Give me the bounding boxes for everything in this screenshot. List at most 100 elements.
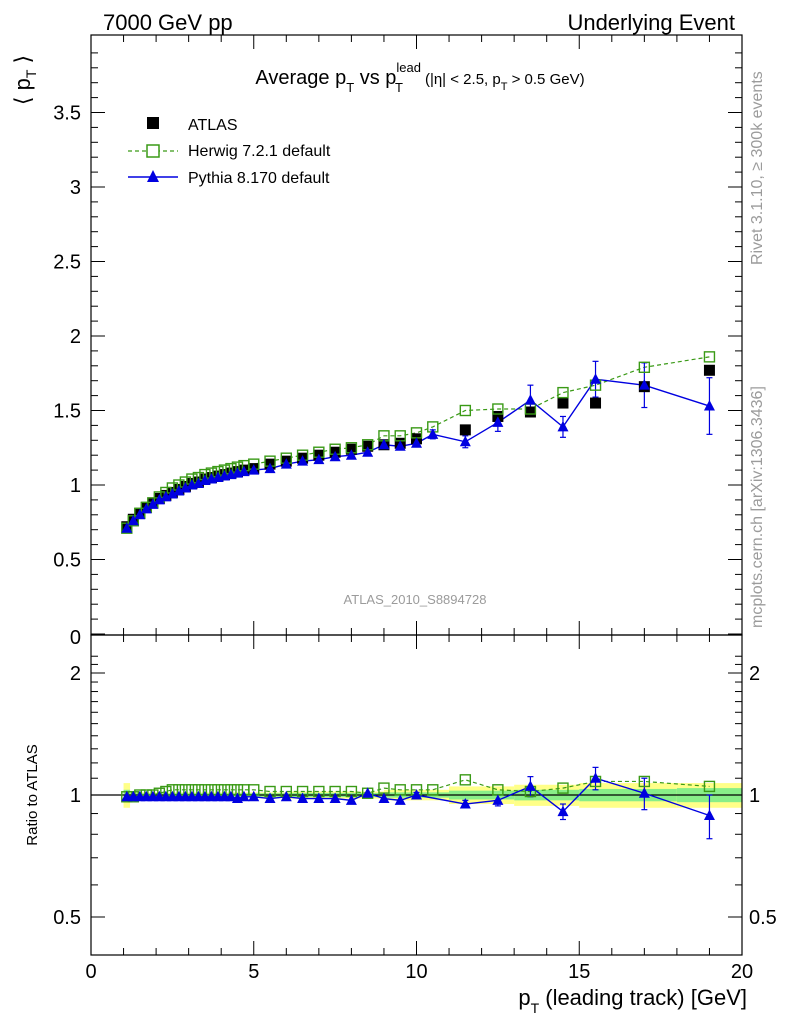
pythia-point [173,484,185,496]
pythia-point [411,437,422,448]
pythia-ratio-point [590,772,602,783]
main-y-tick-label: 1.5 [53,401,81,423]
rivet-label: Rivet 3.1.10, ≥ 300k events [749,71,766,265]
herwig-point [557,386,569,399]
herwig-point [703,351,716,363]
pythia-ratio-point [280,790,292,802]
pythia-point [192,477,204,489]
main-y-tick-label: 3 [70,177,81,199]
pythia-ratio-point [345,794,357,805]
x-tick-label: 20 [731,961,753,983]
pythia-point [127,514,139,526]
pythia-point [329,450,341,462]
x-tick-label: 15 [568,961,590,983]
herwig-point [638,361,651,373]
legend-atlas-label: ATLAS [188,117,238,134]
pythia-ratio-point [264,792,276,804]
pythia-point [166,487,178,499]
herwig-ratio-point [703,780,716,793]
pythia-point [313,453,325,465]
pythia-ratio-point [362,787,374,798]
pythia-point [345,449,357,460]
pythia-ratio-point [703,809,715,821]
ratio-y-tick-label: 1 [70,785,81,807]
pythia-point [147,498,159,509]
pythia-ratio-point [411,789,422,800]
pythia-point [121,522,133,533]
plot-title: Average pT vs plead T (|η| < 2.5, pT > 0.5… [255,60,584,95]
ratio-y-tick-label-right: 2 [749,663,760,685]
pythia-point [153,493,165,505]
pythia-ratio-point [492,794,504,805]
x-tick-label: 0 [85,961,96,983]
legend-herwig-marker [146,144,160,158]
pythia-point [362,446,374,457]
herwig-ratio-point [427,784,439,796]
pythia-point [297,455,309,466]
ratio-y-tick-label: 2 [70,663,81,685]
atlas-point [590,397,602,409]
herwig-point [492,403,504,415]
pythia-ratio-point [459,798,471,809]
pythia-ratio-point [394,794,406,805]
main-y-axis-label: ⟨ pT ⟩ [10,55,39,105]
pythia-point [378,438,390,450]
pythia-ratio-point [225,790,237,802]
herwig-ratio-point [638,775,651,788]
header-right: Underlying Event [567,10,735,35]
pythia-line [126,378,710,529]
herwig-point [459,404,472,417]
legend-atlas-marker [147,117,159,129]
herwig-ratio-point [557,782,569,794]
main-y-tick-label: 2 [70,326,81,348]
legend-pythia-label: Pythia 8.170 default [188,170,330,187]
atlas-point [703,364,715,376]
main-y-tick-label-zero: 0 [70,627,81,649]
pythia-ratio-point [248,790,260,802]
pythia-point [264,462,276,474]
atlas-point [524,406,536,418]
pythia-point [238,465,250,477]
pythia-ratio-point [297,792,309,804]
ratio-y-tick-label-right: 0.5 [749,907,777,929]
axes: 0 5 10 15 20 0.5 1 1.5 2 2.5 3 3.5 0 0.5 0.5 1 1 2 2 [53,34,777,983]
pythia-point [134,508,146,520]
pythia-point [492,416,504,427]
pythia-point [590,373,602,384]
legend: ATLAS Herwig 7.2.1 default Pythia 8.170 … [128,117,331,187]
x-tick-label: 5 [248,961,259,983]
pythia-point [524,394,536,405]
ratio-y-axis-label: Ratio to ATLAS [24,744,41,845]
pythia-point [638,379,650,390]
legend-herwig-label: Herwig 7.2.1 default [188,143,331,160]
main-y-tick-label: 3.5 [53,103,81,125]
herwig-ratio-point [459,774,472,786]
pythia-ratio-point [638,787,650,798]
ratio-y-tick-label-right: 1 [749,785,760,807]
ratio-plot-data [121,766,716,840]
pythia-ratio-point [313,792,325,804]
pythia-point [248,464,260,475]
atlas-point [557,397,569,409]
pythia-point [703,400,715,411]
pythia-point [280,458,292,469]
pythia-ratio-point [329,792,341,804]
pythia-ratio-point [378,792,390,804]
main-y-tick-label: 1 [70,475,81,497]
pythia-ratio-point [557,805,569,817]
main-y-tick-label: 2.5 [53,252,81,274]
pythia-point [140,502,152,514]
pythia-point [160,490,172,502]
pythia-point [394,440,406,451]
mcplots-label: mcplots.cern.ch [arXiv:1306.3436] [749,386,766,628]
x-tick-label: 10 [405,961,427,983]
x-axis-label: pT (leading track) [GeV] [518,985,747,1016]
pythia-point [459,435,471,447]
pythia-point [557,420,569,432]
ratio-y-tick-label: 0.5 [53,907,81,929]
atlas-point [459,424,471,436]
legend-pythia-marker [147,170,159,182]
pythia-point [179,481,191,493]
main-plot-data [121,351,716,534]
